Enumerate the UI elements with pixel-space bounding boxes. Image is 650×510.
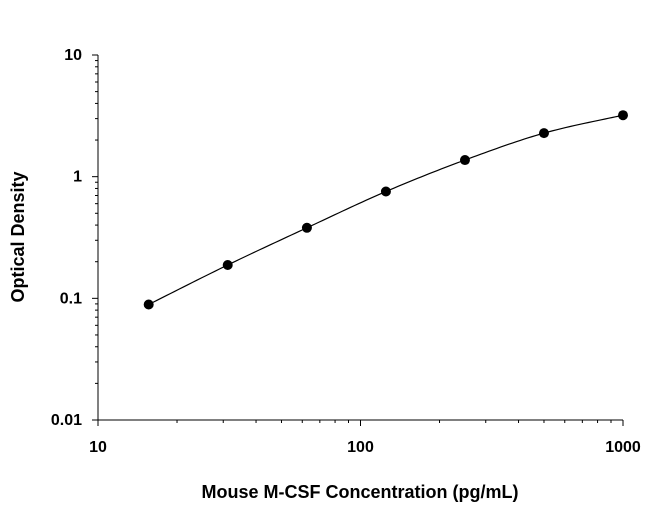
x-tick-label: 10 xyxy=(89,439,107,456)
data-point xyxy=(459,155,470,166)
data-point xyxy=(380,186,391,197)
y-axis-title: Optical Density xyxy=(8,171,28,302)
x-tick-label: 1000 xyxy=(605,439,641,456)
y-tick-label: 10 xyxy=(64,47,82,64)
fit-curve-layer xyxy=(148,114,624,306)
x-tick-label: 100 xyxy=(347,439,374,456)
data-point xyxy=(618,110,628,121)
x-axis-title: Mouse M-CSF Concentration (pg/mL) xyxy=(202,482,519,502)
data-point xyxy=(538,128,549,139)
data-points xyxy=(143,110,628,310)
data-point xyxy=(222,259,233,270)
data-point xyxy=(301,222,312,233)
axes xyxy=(97,55,623,421)
y-tick-label: 0.01 xyxy=(51,412,82,429)
ticks: 0.01 0.1 1 10 10 100 1000 xyxy=(51,47,641,456)
data-point xyxy=(143,299,154,310)
fit-curve xyxy=(148,114,624,306)
y-tick-label: 1 xyxy=(73,169,82,186)
y-tick-label: 0.1 xyxy=(60,290,82,307)
